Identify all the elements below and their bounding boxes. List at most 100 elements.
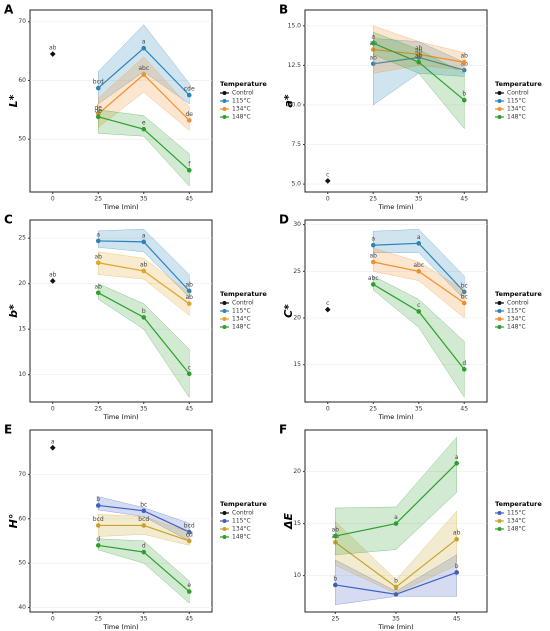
- significance-letter: c: [188, 364, 191, 371]
- significance-letter: ab: [332, 527, 340, 534]
- y-tick-label: 5.0: [291, 181, 301, 188]
- legend-marker: [222, 91, 227, 95]
- significance-letter: d: [96, 536, 100, 543]
- significance-letter: a: [394, 514, 398, 521]
- legend-label: 115°C: [507, 510, 526, 517]
- legend-marker: [222, 519, 227, 523]
- significance-letter: ab: [453, 530, 461, 537]
- significance-letter: c: [417, 302, 420, 309]
- legend-label: 148°C: [232, 114, 251, 121]
- x-tick-label: 25: [94, 406, 102, 413]
- legend-marker: [222, 115, 227, 119]
- point: [95, 238, 101, 244]
- ci-band: [373, 31, 465, 130]
- panel-label: A: [4, 3, 14, 17]
- significance-letter: a: [142, 39, 146, 46]
- legend-title: Temperature: [220, 80, 267, 88]
- point: [186, 371, 192, 377]
- legend-marker: [222, 309, 227, 313]
- point: [186, 118, 192, 123]
- y-axis-label: H°: [7, 514, 20, 529]
- significance-letter: a: [51, 438, 55, 445]
- point: [186, 589, 192, 594]
- legend-label: 134°C: [232, 106, 251, 113]
- point: [95, 543, 101, 548]
- point: [95, 85, 101, 91]
- legend-marker: [497, 317, 502, 321]
- y-tick-label: 15: [18, 326, 26, 333]
- legend-label: 148°C: [232, 534, 251, 541]
- significance-letter: ab: [186, 281, 194, 288]
- point: [461, 300, 467, 306]
- ci-band: [98, 514, 190, 546]
- significance-letter: ab: [415, 53, 423, 60]
- x-tick-label: 35: [415, 406, 423, 413]
- significance-letter: a: [371, 236, 375, 243]
- point: [186, 92, 192, 98]
- significance-letter: a: [142, 232, 146, 239]
- point: [416, 269, 422, 274]
- y-tick-label: 10.0: [288, 101, 302, 108]
- point: [416, 52, 422, 57]
- significance-letter: ab: [370, 253, 378, 260]
- legend-marker: [222, 317, 227, 321]
- panel-label: C: [4, 213, 13, 227]
- significance-letter: b: [333, 575, 337, 582]
- significance-letter: e: [142, 120, 146, 127]
- significance-letter: c: [326, 300, 329, 307]
- panel: B 5.0 7.5 10.0 12.5 15.0 0 25 35 45 Time (min) a* c a…: [279, 3, 542, 212]
- y-axis-label: C*: [282, 304, 295, 318]
- ci-band: [98, 283, 190, 399]
- y-axis-label: b*: [7, 304, 20, 318]
- significance-letter: d: [142, 543, 146, 550]
- ci-band: [98, 538, 190, 604]
- point: [141, 268, 147, 274]
- significance-letter: ab: [95, 253, 103, 260]
- y-tick-label: 15: [293, 361, 301, 368]
- x-tick-label: 45: [185, 616, 193, 623]
- x-tick-label: 25: [332, 616, 340, 623]
- legend-marker: [497, 309, 502, 313]
- legend-title: Temperature: [495, 500, 542, 508]
- point: [370, 40, 376, 46]
- legend-marker: [497, 91, 502, 95]
- legend-label: Control: [507, 90, 529, 97]
- significance-letter: abc: [413, 262, 424, 269]
- point: [454, 460, 459, 466]
- point: [141, 523, 147, 528]
- x-tick-label: 0: [51, 616, 55, 623]
- point: [393, 592, 399, 597]
- x-tick-label: 25: [369, 196, 377, 203]
- significance-letter: ab: [95, 283, 103, 290]
- significance-letter: bc: [140, 501, 147, 508]
- point: [416, 59, 422, 65]
- legend-marker: [222, 325, 227, 329]
- y-tick-label: 12.5: [288, 62, 302, 69]
- legend-label: 148°C: [507, 114, 526, 121]
- y-tick-label: 20: [18, 280, 26, 287]
- point: [370, 259, 376, 265]
- x-axis-label: Time (min): [102, 623, 138, 631]
- significance-letter: a: [455, 454, 459, 461]
- significance-letter: b: [462, 91, 466, 98]
- significance-letter: a: [96, 231, 100, 238]
- legend-title: Temperature: [495, 290, 542, 298]
- y-tick-label: 15: [293, 520, 301, 527]
- y-axis-label: ΔE: [282, 513, 295, 531]
- legend-label: 148°C: [232, 324, 251, 331]
- point: [461, 367, 467, 372]
- x-tick-label: 0: [51, 196, 55, 203]
- legend-label: 148°C: [507, 324, 526, 331]
- y-tick-label: 60: [18, 77, 26, 84]
- legend-label: 115°C: [507, 98, 526, 105]
- significance-letter: e: [187, 582, 191, 589]
- x-tick-label: 25: [94, 196, 102, 203]
- legend-marker: [497, 519, 502, 523]
- legend-label: 134°C: [507, 316, 526, 323]
- legend-marker: [222, 535, 227, 539]
- x-tick-label: 25: [369, 406, 377, 413]
- plot-area: [29, 429, 213, 613]
- significance-letter: ab: [49, 45, 57, 52]
- legend-label: Control: [232, 510, 254, 517]
